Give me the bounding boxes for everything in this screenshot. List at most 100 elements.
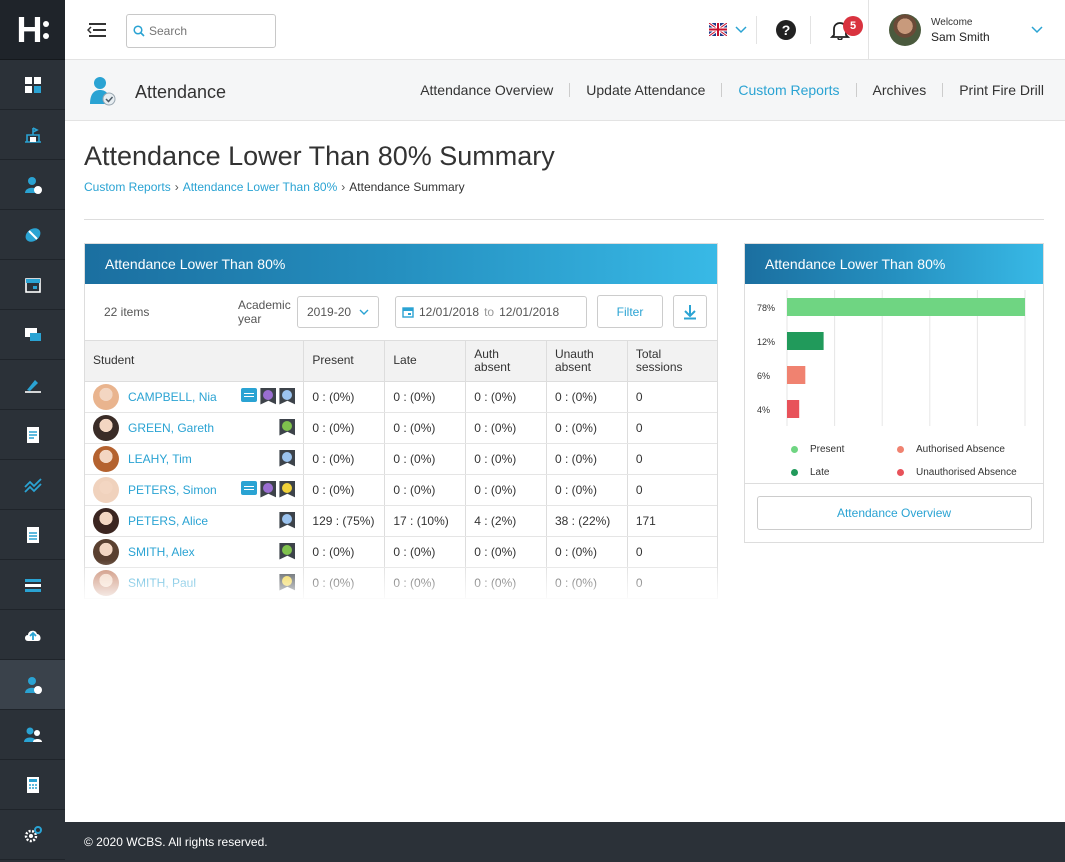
date-range-picker[interactable]: 12/01/2018 to 12/01/2018 <box>395 296 587 328</box>
status-ribbon-icon[interactable] <box>260 387 277 405</box>
status-ribbon-icon[interactable] <box>279 511 296 529</box>
sidebar-item-settings[interactable] <box>0 810 65 860</box>
auth-absent-cell: 0 : (0%) <box>465 443 547 475</box>
column-header-auth-absent[interactable]: Auth absent <box>465 341 547 382</box>
unauth-absent-cell: 38 : (22%) <box>546 505 628 537</box>
academic-year-select[interactable]: 2019-20 <box>297 296 379 328</box>
nav-archives[interactable]: Archives <box>872 82 927 98</box>
student-flags <box>279 449 296 467</box>
table-row[interactable]: GREEN, Gareth 0 : (0%) 0 : (0%) 0 : (0%) 0 :… <box>85 412 717 444</box>
sidebar-item-calendar[interactable] <box>0 260 65 310</box>
date-to[interactable]: 12/01/2018 <box>499 305 560 319</box>
user-avatar[interactable] <box>889 14 921 46</box>
unauth-absent-cell: 0 : (0%) <box>546 381 628 413</box>
user-menu-chevron-down-icon[interactable] <box>1031 24 1043 34</box>
sidebar-item-report[interactable] <box>0 510 65 560</box>
bar-present[interactable] <box>787 298 1025 316</box>
status-ribbon-icon[interactable] <box>260 480 277 498</box>
sidebar-item-student[interactable] <box>0 160 65 210</box>
student-flags <box>241 387 296 405</box>
status-ribbon-icon[interactable] <box>279 418 296 436</box>
attendance-chart-card: Attendance Lower Than 80% 78% 12% 6% 4% Pre… <box>744 243 1044 543</box>
bar-late[interactable] <box>787 332 824 350</box>
bar-authorised-absence[interactable] <box>787 366 806 384</box>
present-cell: 0 : (0%) <box>303 443 386 475</box>
student-name-link[interactable]: GREEN, Gareth <box>128 420 215 435</box>
search-box[interactable] <box>126 14 276 48</box>
table-row[interactable]: CAMPBELL, Nia 0 : (0%) 0 : (0%) 0 : (0%) 0 :… <box>85 381 717 413</box>
school-icon <box>24 126 41 143</box>
breadcrumb-attendance-lower[interactable]: Attendance Lower Than 80% <box>182 180 338 194</box>
sidebar-item-dashboard[interactable] <box>0 60 65 110</box>
sidebar-item-document[interactable] <box>0 410 65 460</box>
legend-label: Present <box>810 444 845 455</box>
legend-unauthorised-absence: Unauthorised Absence <box>897 467 1017 478</box>
column-header-student[interactable]: Student <box>85 341 305 382</box>
sidebar-item-staff[interactable] <box>0 710 65 760</box>
app-logo[interactable]: H <box>0 0 65 60</box>
divider <box>84 219 1044 220</box>
language-chevron-down-icon[interactable] <box>735 24 747 34</box>
menu-toggle-icon[interactable] <box>87 20 107 40</box>
sidebar-item-medical[interactable] <box>0 210 65 260</box>
download-button[interactable] <box>673 295 707 328</box>
legend-swatch <box>897 469 904 476</box>
column-header-late[interactable]: Late <box>384 341 467 382</box>
sidebar-item-school[interactable] <box>0 110 65 160</box>
total-sessions-cell: 0 <box>627 412 717 444</box>
status-ribbon-icon[interactable] <box>279 449 296 467</box>
student-name-link[interactable]: LEAHY, Tim <box>128 451 192 466</box>
nav-update-attendance[interactable]: Update Attendance <box>586 82 706 98</box>
nav-separator <box>569 83 571 97</box>
student-flags <box>241 480 296 498</box>
table-row[interactable]: PETERS, Simon 0 : (0%) 0 : (0%) 0 : (0%) 0 :… <box>85 474 717 506</box>
sidebar-item-messages[interactable] <box>0 310 65 360</box>
status-ribbon-icon[interactable] <box>279 542 296 560</box>
comment-icon[interactable] <box>241 480 258 495</box>
calendar-icon <box>402 307 414 318</box>
breadcrumb-current: Attendance Summary <box>349 180 465 194</box>
nav-custom-reports[interactable]: Custom Reports <box>738 82 840 98</box>
student-name-link[interactable]: CAMPBELL, Nia <box>128 389 217 404</box>
sidebar-item-analytics[interactable] <box>0 460 65 510</box>
chart-card-title: Attendance Lower Than 80% <box>745 244 1043 284</box>
student-name-link[interactable]: PETERS, Alice <box>128 513 209 528</box>
nav-print-fire-drill[interactable]: Print Fire Drill <box>959 82 1044 98</box>
legend-label: Unauthorised Absence <box>916 467 1017 478</box>
uk-flag-icon[interactable] <box>709 23 727 36</box>
user-name[interactable]: Sam Smith <box>931 30 990 44</box>
table-row[interactable]: LEAHY, Tim 0 : (0%) 0 : (0%) 0 : (0%) 0 : (0… <box>85 443 717 475</box>
bar-value-label: 78% <box>757 303 775 313</box>
help-icon[interactable]: ? <box>776 20 796 40</box>
filter-button[interactable]: Filter <box>597 295 663 328</box>
student-name-link[interactable]: PETERS, Simon <box>128 482 217 497</box>
notification-count-badge[interactable]: 5 <box>843 16 863 36</box>
timetable-icon <box>24 578 41 592</box>
column-header-total-sessions[interactable]: Total sessions <box>627 341 717 382</box>
analytics-icon <box>23 477 42 493</box>
student-name-link[interactable]: SMITH, Alex <box>128 544 195 559</box>
attendance-table-card: Attendance Lower Than 80% 22 items Acade… <box>84 243 718 599</box>
table-row[interactable]: PETERS, Alice 129 : (75%) 17 : (10%) 4 : (2… <box>85 505 717 537</box>
nav-attendance-overview[interactable]: Attendance Overview <box>420 82 554 98</box>
student-avatar <box>93 507 119 534</box>
sidebar-item-timetable[interactable] <box>0 560 65 610</box>
messages-icon <box>24 327 41 341</box>
date-from[interactable]: 12/01/2018 <box>419 305 480 319</box>
sidebar-item-cloud-upload[interactable] <box>0 610 65 660</box>
total-sessions-cell: 0 <box>627 443 717 475</box>
search-input[interactable] <box>149 24 269 38</box>
status-ribbon-icon[interactable] <box>279 387 296 405</box>
bar-unauthorised-absence[interactable] <box>787 400 800 418</box>
breadcrumb-custom-reports[interactable]: Custom Reports <box>84 180 171 194</box>
column-header-present[interactable]: Present <box>303 341 386 382</box>
status-ribbon-icon[interactable] <box>279 480 296 498</box>
items-count: 22 items <box>104 305 150 319</box>
page-title: Attendance Lower Than 80% Summary <box>84 141 555 171</box>
sidebar-item-attendance[interactable] <box>0 660 65 710</box>
attendance-overview-button[interactable]: Attendance Overview <box>756 496 1032 530</box>
sidebar-item-assessment[interactable] <box>0 360 65 410</box>
sidebar-item-calculator[interactable] <box>0 760 65 810</box>
column-header-unauth-absent[interactable]: Unauth absent <box>546 341 628 382</box>
comment-icon[interactable] <box>241 387 258 402</box>
